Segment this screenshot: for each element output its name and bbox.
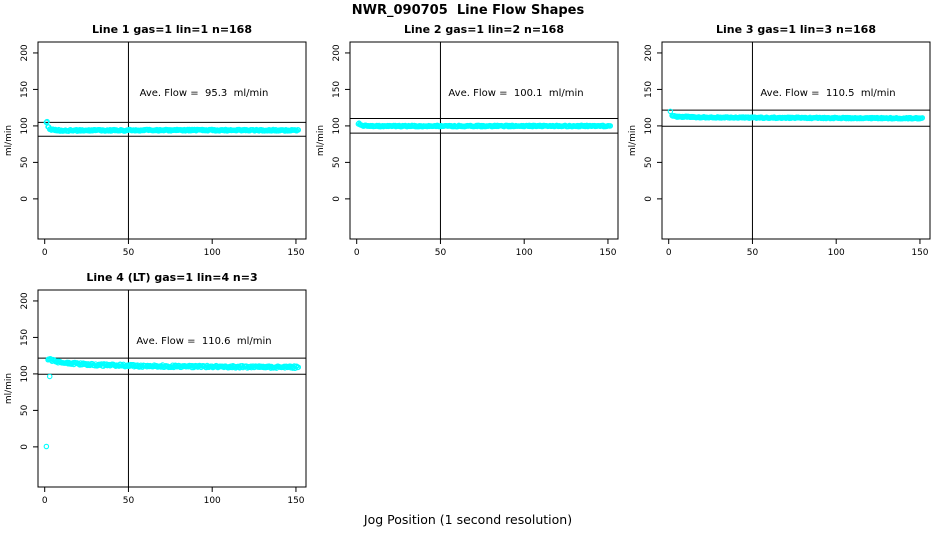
x-tick-label: 100 (204, 496, 221, 506)
subplot-line-4: 0 50 100 150 0 50 100 150 200 ml/min Line 4 (LT) … (0, 266, 312, 514)
y-tick-label: 100 (20, 117, 30, 134)
y-tick-label: 0 (20, 444, 30, 450)
y-tick-label: 200 (644, 44, 654, 61)
y-tick-label: 150 (644, 81, 654, 98)
y-tick-label: 200 (332, 44, 342, 61)
y-tick-label: 100 (20, 365, 30, 382)
data-point (43, 443, 50, 450)
y-tick-label: 100 (644, 117, 654, 134)
ave-flow-annotation: Ave. Flow = 100.1 ml/min (448, 88, 584, 99)
data-points (43, 118, 302, 134)
plot-box (37, 289, 307, 488)
subplot-title: Line 3 gas=1 lin=3 n=168 (715, 23, 876, 36)
subplot-title: Line 4 (LT) gas=1 lin=4 n=3 (86, 271, 258, 284)
data-point (607, 123, 614, 129)
x-tick-label: 150 (911, 248, 928, 258)
subplot-line-2: 0 50 100 150 0 50 100 150 200 ml/min Line 2 gas=1… (312, 18, 624, 266)
x-tick-label: 50 (123, 496, 135, 506)
y-tick-label: 200 (20, 44, 30, 61)
y-tick-label: 150 (20, 81, 30, 98)
y-tick-label: 0 (20, 196, 30, 202)
subplot-line-3: 0 50 100 150 0 50 100 150 200 ml/min Line 3 gas=1… (624, 18, 936, 266)
y-tick-label: 150 (332, 81, 342, 98)
ave-flow-annotation: Ave. Flow = 110.5 ml/min (760, 88, 896, 99)
x-tick-label: 50 (747, 248, 759, 258)
y-tick-label: 0 (644, 196, 654, 202)
plot-box (349, 41, 619, 240)
plot-box (37, 41, 307, 240)
x-tick-label: 150 (287, 496, 304, 506)
data-points (355, 120, 614, 130)
data-point (295, 127, 302, 133)
y-tick-label: 50 (20, 156, 30, 168)
x-axis-label: Jog Position (1 second resolution) (363, 512, 573, 527)
y-tick-label: 0 (332, 196, 342, 202)
plot-area-line-3: 0 50 100 150 0 50 100 150 200 ml/min (628, 41, 931, 258)
data-points (43, 356, 302, 450)
data-point (919, 115, 926, 121)
y-tick-label: 100 (332, 117, 342, 134)
data-points (667, 108, 926, 122)
y-axis-label: ml/min (316, 125, 326, 156)
ave-flow-annotation: Ave. Flow = 95.3 ml/min (139, 88, 269, 99)
x-tick-label: 150 (599, 248, 616, 258)
y-axis-label: ml/min (4, 373, 14, 404)
plot-box (661, 41, 931, 240)
subplot-title: Line 1 gas=1 lin=1 n=168 (91, 23, 252, 36)
y-tick-label: 200 (20, 292, 30, 309)
y-tick-label: 50 (644, 156, 654, 168)
data-point (46, 373, 53, 380)
x-tick-label: 0 (666, 248, 672, 258)
plot-area-line-2: 0 50 100 150 0 50 100 150 200 ml/min (316, 41, 619, 258)
data-point (667, 108, 674, 115)
x-tick-label: 0 (42, 248, 48, 258)
y-axis-label: ml/min (4, 125, 14, 156)
data-point (295, 364, 302, 370)
figure-title: NWR_090705 Line Flow Shapes (351, 3, 585, 18)
x-tick-label: 100 (516, 248, 533, 258)
ave-flow-annotation: Ave. Flow = 110.6 ml/min (136, 336, 272, 347)
x-tick-label: 50 (123, 248, 135, 258)
x-tick-label: 0 (42, 496, 48, 506)
data-point (44, 118, 50, 125)
plot-area-line-4: 0 50 100 150 0 50 100 150 200 ml/min (4, 289, 307, 506)
y-tick-label: 150 (20, 329, 30, 346)
y-tick-label: 50 (20, 404, 30, 416)
subplot-line-1: 0 50 100 150 0 50 100 150 200 ml/min Line 1 gas=1… (0, 18, 312, 266)
y-tick-label: 50 (332, 156, 342, 168)
x-tick-label: 150 (287, 248, 304, 258)
y-axis-label: ml/min (628, 125, 638, 156)
subplot-title: Line 2 gas=1 lin=2 n=168 (403, 23, 564, 36)
x-tick-label: 50 (435, 248, 447, 258)
plot-area-line-1: 0 50 100 150 0 50 100 150 200 ml/min (4, 41, 307, 258)
x-tick-label: 100 (204, 248, 221, 258)
x-tick-label: 0 (354, 248, 360, 258)
x-tick-label: 100 (828, 248, 845, 258)
